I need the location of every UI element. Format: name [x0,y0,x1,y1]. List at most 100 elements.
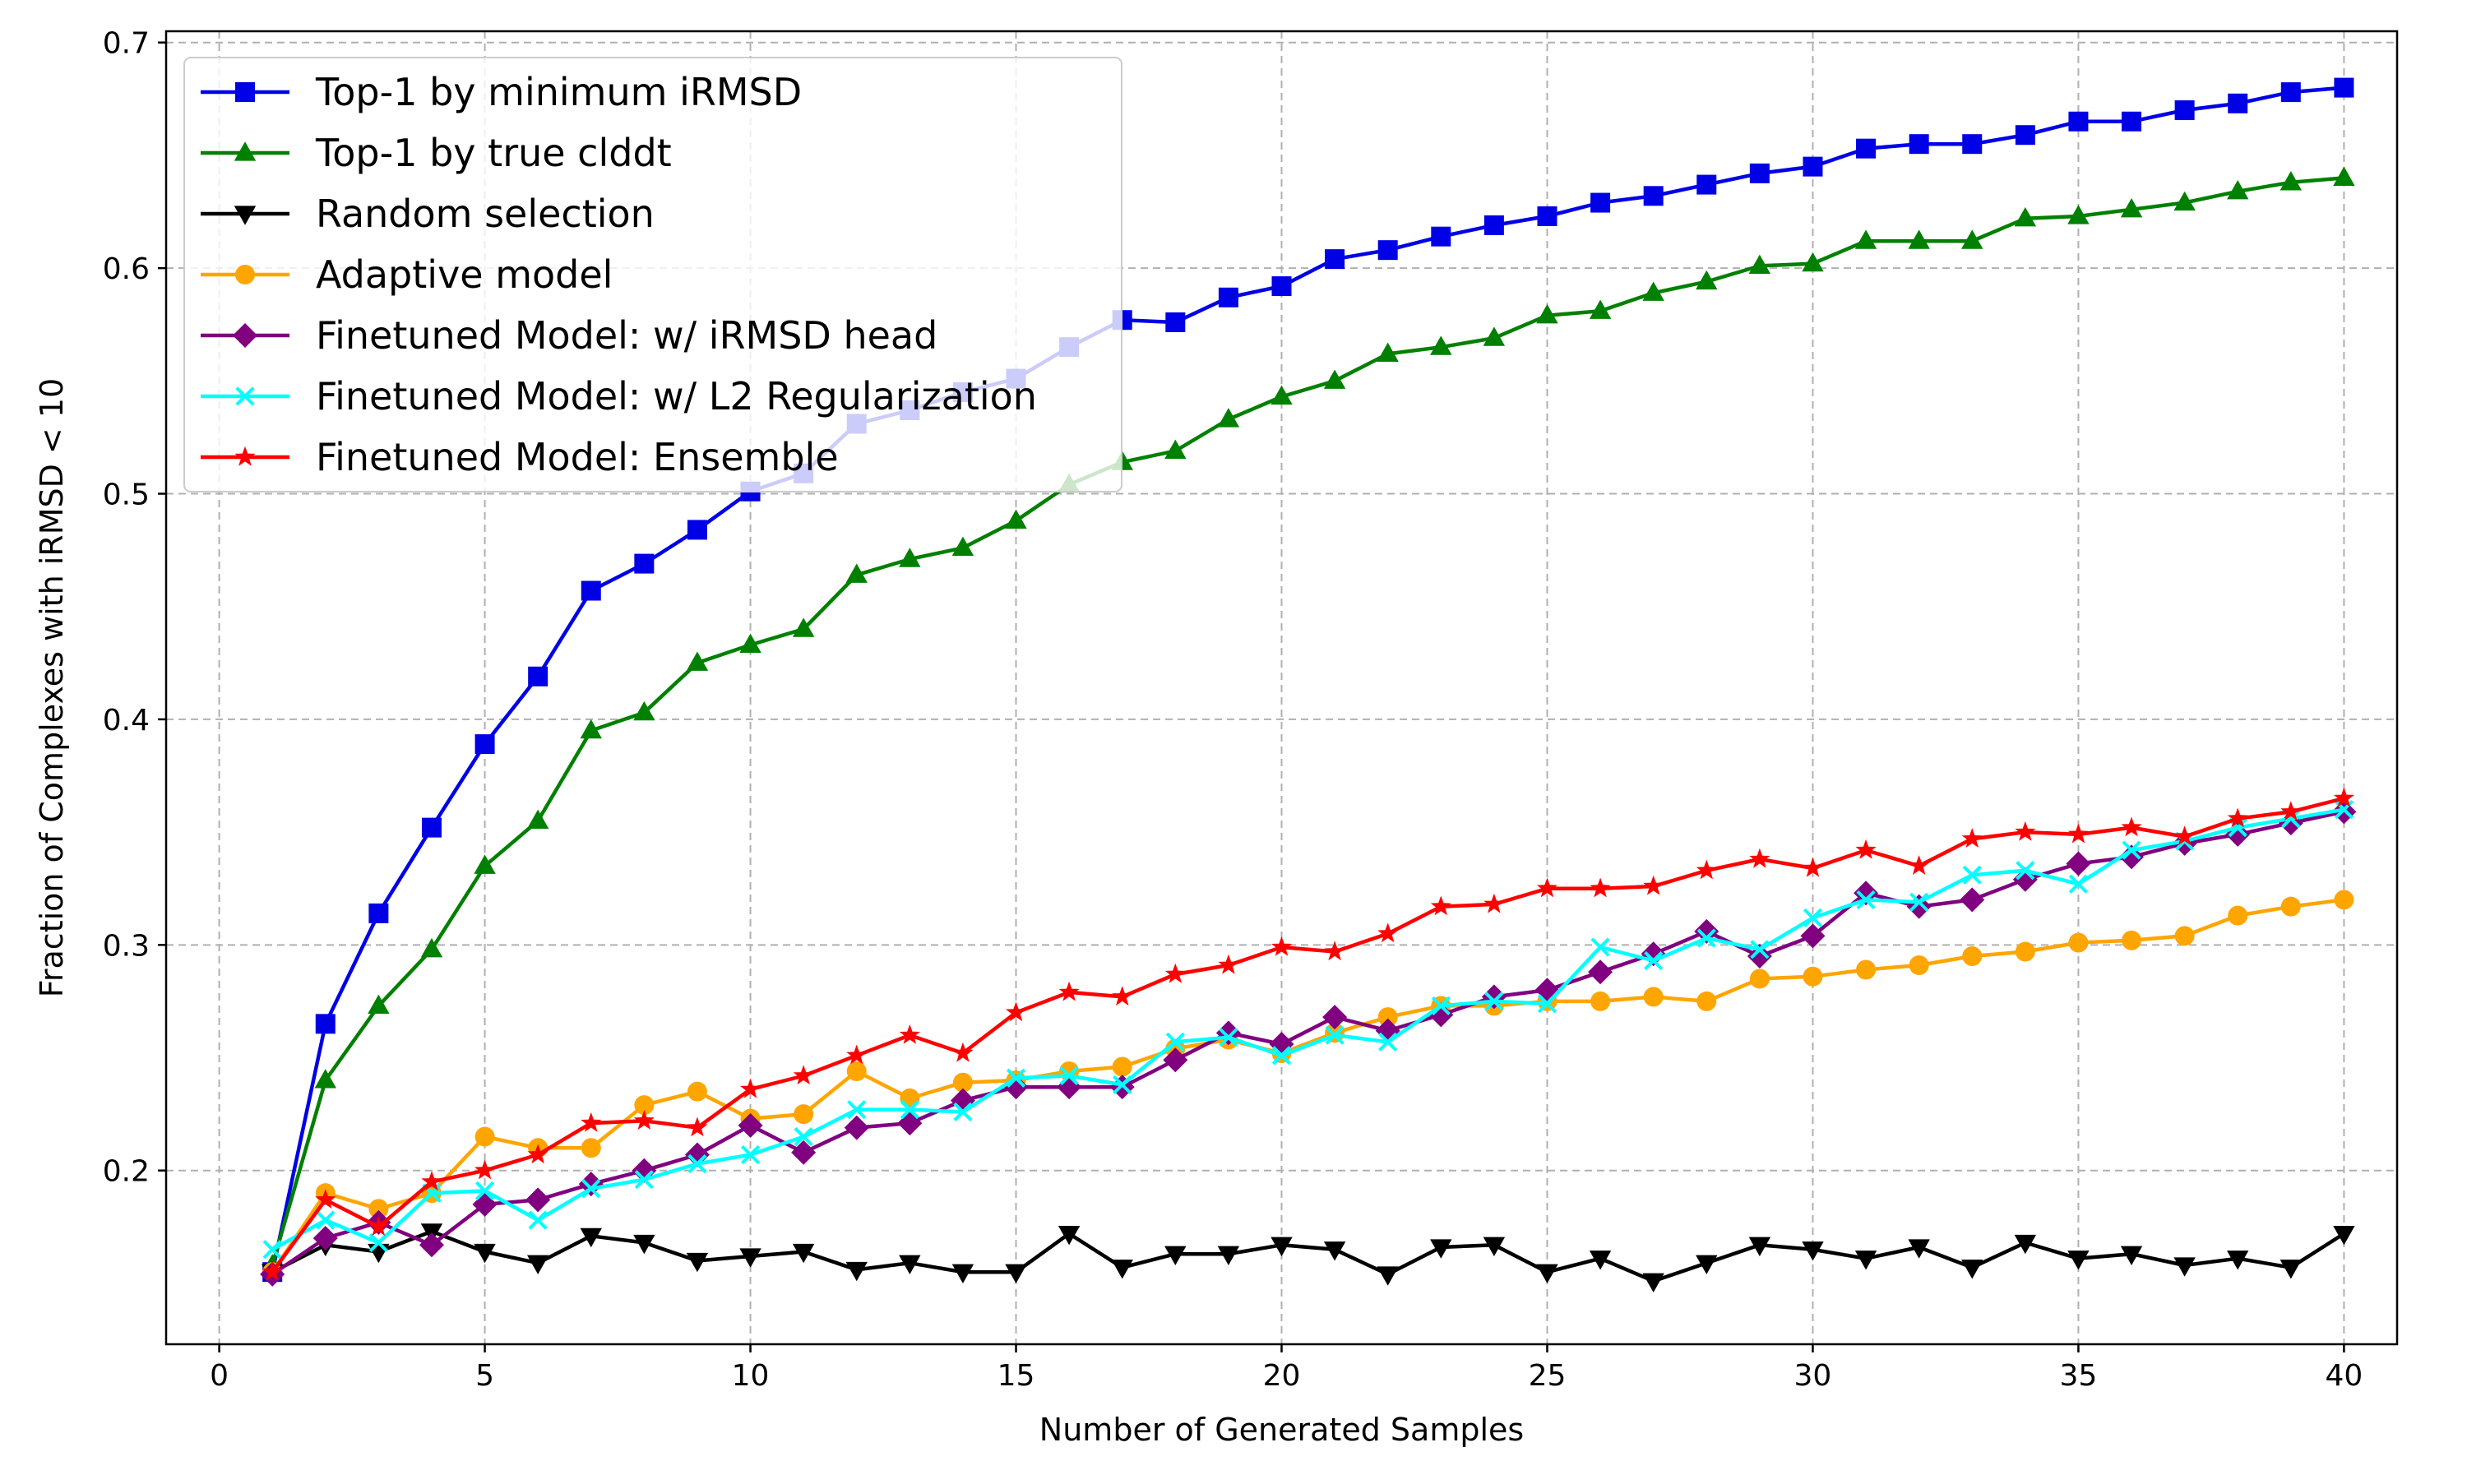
data-point [2066,851,2091,876]
data-point [2280,82,2301,103]
data-point [2068,932,2089,953]
data-point [2015,821,2036,841]
data-point [1962,134,1983,155]
data-point [845,1261,868,1282]
data-point [1803,156,1823,177]
data-point [1643,186,1664,206]
data-point [1748,254,1771,274]
y-tick-label: 0.2 [103,1155,150,1189]
data-point [794,1126,813,1147]
series-finetuned-model-w-l2-regularization [262,800,2354,1260]
data-point [234,141,257,161]
data-point [1589,1251,1612,1270]
data-point [1217,1246,1240,1266]
data-point [1431,996,1451,1016]
data-point [1058,981,1080,1001]
data-point [314,1069,336,1089]
data-point [1696,859,1717,880]
data-point [1962,946,1983,967]
data-point [686,1252,709,1273]
data-point [2174,926,2195,946]
data-point [951,536,974,556]
data-point [526,1255,549,1275]
data-point [474,1159,496,1180]
data-point [2174,100,2195,121]
data-point [2227,1251,2249,1270]
data-point [1323,369,1346,389]
data-point [1961,1260,1983,1279]
data-point [2122,111,2142,132]
data-point [1536,877,1557,898]
data-point [2280,896,2301,917]
data-point [1112,986,1133,1006]
data-point [2228,905,2248,926]
data-point [1483,215,1504,235]
data-point [1696,928,1716,948]
data-point [2334,890,2354,910]
data-point [1749,969,1770,989]
data-point [791,1140,817,1165]
data-point [1537,206,1557,227]
data-point [1642,281,1664,301]
data-point [2014,206,2037,227]
data-point [474,1126,495,1147]
legend-label: Top-1 by minimum iRMSD [315,70,802,114]
legend-entry: Finetuned Model: Ensemble [201,435,839,479]
series-line [271,810,2344,1276]
data-point [899,1255,921,1275]
legend-entry: Finetuned Model: w/ iRMSD head [201,313,937,358]
data-point [1111,1260,1133,1279]
data-point [1218,287,1238,307]
data-point [1696,1255,1718,1275]
x-tick-label: 20 [1263,1359,1301,1393]
data-point [1537,994,1557,1014]
data-point [687,1081,707,1102]
data-point [844,1115,869,1140]
data-point [1006,1068,1026,1088]
data-point [739,1248,761,1268]
data-point [1854,1251,1877,1270]
data-point [1430,335,1452,355]
data-point [900,1100,919,1120]
data-point [1165,1032,1185,1052]
data-point [2067,205,2090,224]
data-point [1377,240,1398,261]
series-layer [260,77,2357,1292]
data-point [581,580,601,601]
legend-label: Top-1 by true clddt [315,131,672,175]
series-top-1-by-true-clddt [261,166,2355,1274]
data-point [528,1210,548,1230]
data-point [1802,252,1824,272]
series-line [271,898,2344,1274]
data-point [846,1061,867,1081]
data-point [316,1210,336,1230]
legend-box [183,57,1122,492]
data-point [1696,174,1717,195]
data-point [687,1116,708,1137]
data-point [687,1153,707,1174]
data-point [846,1044,868,1065]
data-point [1696,270,1718,290]
data-point [1961,828,1983,848]
data-point [235,386,255,406]
series-random-selection [261,1223,2355,1292]
data-point [1643,875,1664,895]
data-point [1747,944,1772,969]
legend-label: Finetuned Model: w/ L2 Regularization [316,374,1037,418]
data-point [1802,857,1823,877]
data-point [952,1042,974,1062]
series-line [271,807,2344,1251]
data-point [1271,385,1293,405]
data-point [2068,111,2089,132]
axes: 0 5 10 15 20 25 30 35 40 0.2 0.3 0.4 0.5 0.6 0.7 [103,27,2399,1393]
data-point [1749,848,1770,868]
data-point [847,1100,867,1120]
data-point [953,1102,973,1121]
x-tick-label: 0 [210,1359,229,1393]
data-point [633,1234,655,1255]
data-point [2122,930,2142,950]
legend-label: Finetuned Model: w/ iRMSD head [316,313,937,358]
data-point [528,666,548,687]
data-point [1271,936,1293,956]
